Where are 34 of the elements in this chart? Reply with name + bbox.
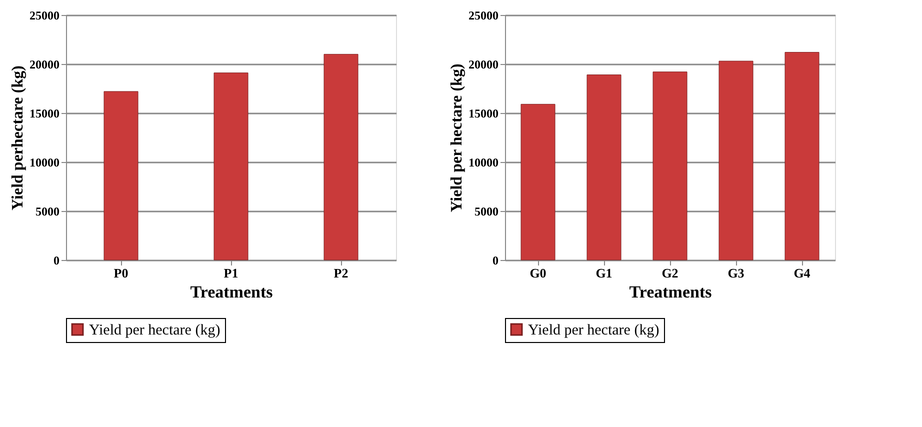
x-tick-label: G4 [794,266,811,280]
bar [718,60,754,260]
y-axis-title: Yield perhectare (kg) [10,66,26,210]
y-tick-label: 15000 [30,106,60,120]
y-tick-label: 5000 [474,204,498,218]
y-tick-label: 5000 [36,204,60,218]
bar [784,52,820,260]
y-tick-label: 20000 [30,58,60,72]
y-tick-label: 10000 [468,156,498,170]
bar [652,72,688,260]
x-tick-label: P1 [224,266,238,280]
x-tick-label: G3 [728,266,745,280]
bar [324,54,358,260]
x-tick-label: G2 [662,266,678,280]
legend-label: Yield per hectare (kg) [528,322,660,338]
x-tick-label: P0 [114,266,128,280]
x-axis-title: Treatments [629,282,712,302]
y-axis-title: Yield per hectare (kg) [448,64,466,212]
bar [104,91,138,260]
y-tick-label: 0 [492,254,498,268]
bar [586,74,622,260]
x-tick-label: P2 [334,266,348,280]
y-tick-label: 20000 [468,58,498,72]
bar [214,72,248,260]
y-tick-label: 0 [54,254,60,268]
y-tick-label: 15000 [468,106,498,120]
x-axis-title: Treatments [190,282,274,302]
y-tick-label: 10000 [30,156,60,170]
x-tick-label: G0 [530,266,546,280]
y-tick-label: 25000 [468,8,498,22]
x-tick-label: G1 [596,266,612,280]
y-tick-label: 25000 [30,8,60,22]
bar [520,104,556,260]
legend-label: Yield per hectare (kg) [89,322,220,338]
